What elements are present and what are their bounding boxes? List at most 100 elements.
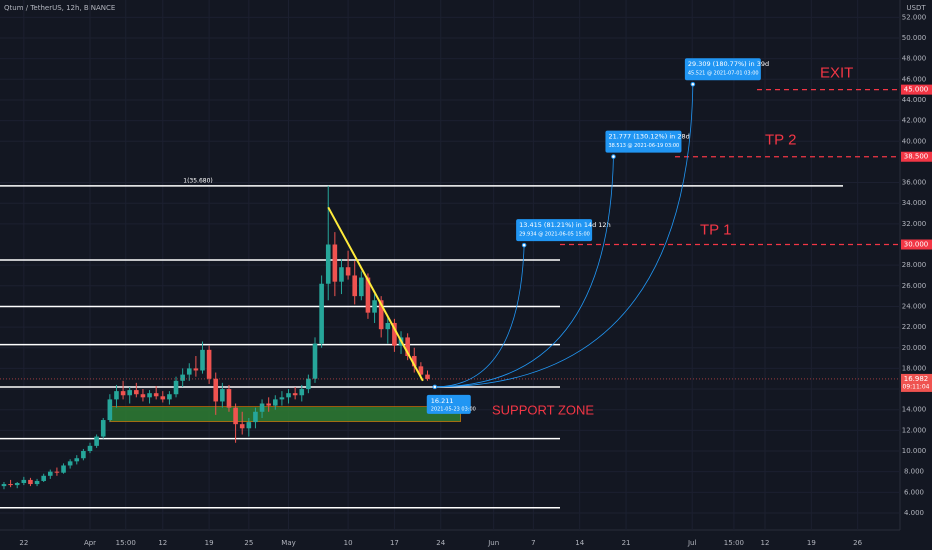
target-point	[521, 242, 527, 248]
x-tick-label: 21	[622, 539, 631, 547]
candle-body	[1, 484, 7, 487]
candle-body	[173, 380, 179, 395]
candle-body	[200, 349, 205, 371]
candle-body	[180, 374, 185, 381]
candle-body	[306, 378, 311, 390]
candle-body	[134, 390, 139, 395]
peak-label: 1(35.680)	[183, 177, 213, 184]
candle-body	[21, 479, 27, 484]
level-tag-label: 45.000	[904, 86, 929, 94]
target-label: 21.777 (130.12%) in 28d	[608, 133, 689, 141]
target-name: TP 1	[700, 221, 731, 238]
candle-body	[411, 356, 417, 367]
candle-body	[186, 368, 192, 375]
candle-body	[153, 393, 159, 397]
candle-body	[246, 422, 252, 429]
candle-body	[359, 277, 364, 297]
y-tick-label: 18.000	[902, 364, 927, 372]
x-tick-label: 22	[19, 539, 28, 547]
candle-body	[332, 244, 338, 282]
start-sublabel: 2021-05-23 03:00	[431, 406, 476, 412]
candle-body	[259, 403, 265, 412]
y-tick-label: 22.000	[902, 323, 927, 331]
candle-body	[41, 475, 46, 481]
candle-body	[345, 267, 351, 276]
candle-body	[34, 480, 40, 485]
candle-body	[74, 458, 80, 462]
candle-body	[94, 436, 99, 446]
y-tick-label: 14.000	[902, 406, 927, 414]
y-tick-label: 6.000	[904, 488, 924, 496]
y-tick-label: 42.000	[902, 117, 927, 125]
candle-body	[425, 374, 430, 379]
candle-body	[312, 343, 318, 379]
y-tick-label: 4.000	[904, 509, 924, 517]
candle-body	[120, 391, 126, 396]
support-zone-label: SUPPORT ZONE	[492, 403, 594, 418]
candle-body	[127, 390, 133, 396]
target-name: TP 2	[765, 132, 796, 149]
x-tick-label: 12	[761, 539, 770, 547]
candle-body	[292, 393, 298, 396]
candle-body	[206, 349, 212, 379]
y-tick-label: 48.000	[902, 55, 927, 63]
target-sublabel: 29.934 @ 2021-06-05 15:00	[519, 232, 590, 238]
candle-body	[385, 322, 391, 330]
level-tag-label: 38.500	[904, 153, 929, 161]
candle-body	[14, 483, 20, 486]
x-tick-label: 12	[158, 539, 167, 547]
candle-body	[378, 300, 384, 330]
start-box	[426, 394, 471, 414]
projection-arc	[434, 156, 614, 388]
target-sublabel: 38.513 @ 2021-06-19 03:00	[608, 143, 679, 149]
candle-body	[339, 267, 344, 282]
y-tick-label: 8.000	[904, 468, 924, 476]
target-box	[684, 58, 761, 81]
candle-body	[352, 275, 358, 297]
y-tick-label: 24.000	[902, 302, 927, 310]
candle-body	[61, 465, 66, 473]
price-tag	[901, 373, 932, 392]
candle-body	[286, 393, 291, 398]
candle-body	[226, 389, 232, 408]
projection-arc	[434, 245, 525, 388]
y-tick-label: 28.000	[902, 261, 927, 269]
level-tag-label: 30.000	[904, 241, 929, 249]
x-tick-label: Apr	[84, 539, 96, 547]
candle-body	[220, 389, 225, 402]
candle-body	[81, 451, 86, 459]
target-point	[690, 81, 696, 87]
price-tag-label: 16.982	[904, 375, 929, 383]
candle-body	[253, 411, 258, 423]
x-tick-label: 26	[853, 539, 862, 547]
projection-arc	[434, 84, 694, 388]
x-tick-label: 14	[575, 539, 584, 547]
candle-body	[418, 366, 424, 375]
candle-body	[100, 420, 106, 437]
candle-body	[67, 461, 73, 466]
candle-body	[114, 391, 119, 400]
x-tick-label: 7	[531, 539, 535, 547]
target-box	[516, 219, 593, 242]
y-tick-label: 26.000	[902, 282, 927, 290]
x-tick-label: 15:00	[116, 539, 136, 547]
level-tag	[901, 151, 932, 162]
countdown: 09:11:04	[903, 383, 930, 390]
x-tick-label: 19	[205, 539, 214, 547]
x-tick-label: 25	[244, 539, 253, 547]
candle-body	[87, 445, 93, 452]
candle-body	[279, 397, 285, 400]
candle-body	[213, 378, 219, 402]
symbol-title: Qtum / TetherUS, 12h, BINANCE	[4, 4, 115, 12]
x-tick-label: 10	[344, 539, 353, 547]
x-tick-label: Jun	[487, 539, 499, 547]
candle-body	[325, 244, 331, 284]
start-point	[432, 384, 438, 390]
support-zone	[110, 406, 461, 422]
y-tick-label: 44.000	[902, 96, 927, 104]
y-tick-label: 52.000	[902, 13, 927, 21]
x-tick-label: Jul	[687, 539, 697, 547]
candle-body	[54, 471, 60, 473]
candle-body	[140, 394, 146, 398]
